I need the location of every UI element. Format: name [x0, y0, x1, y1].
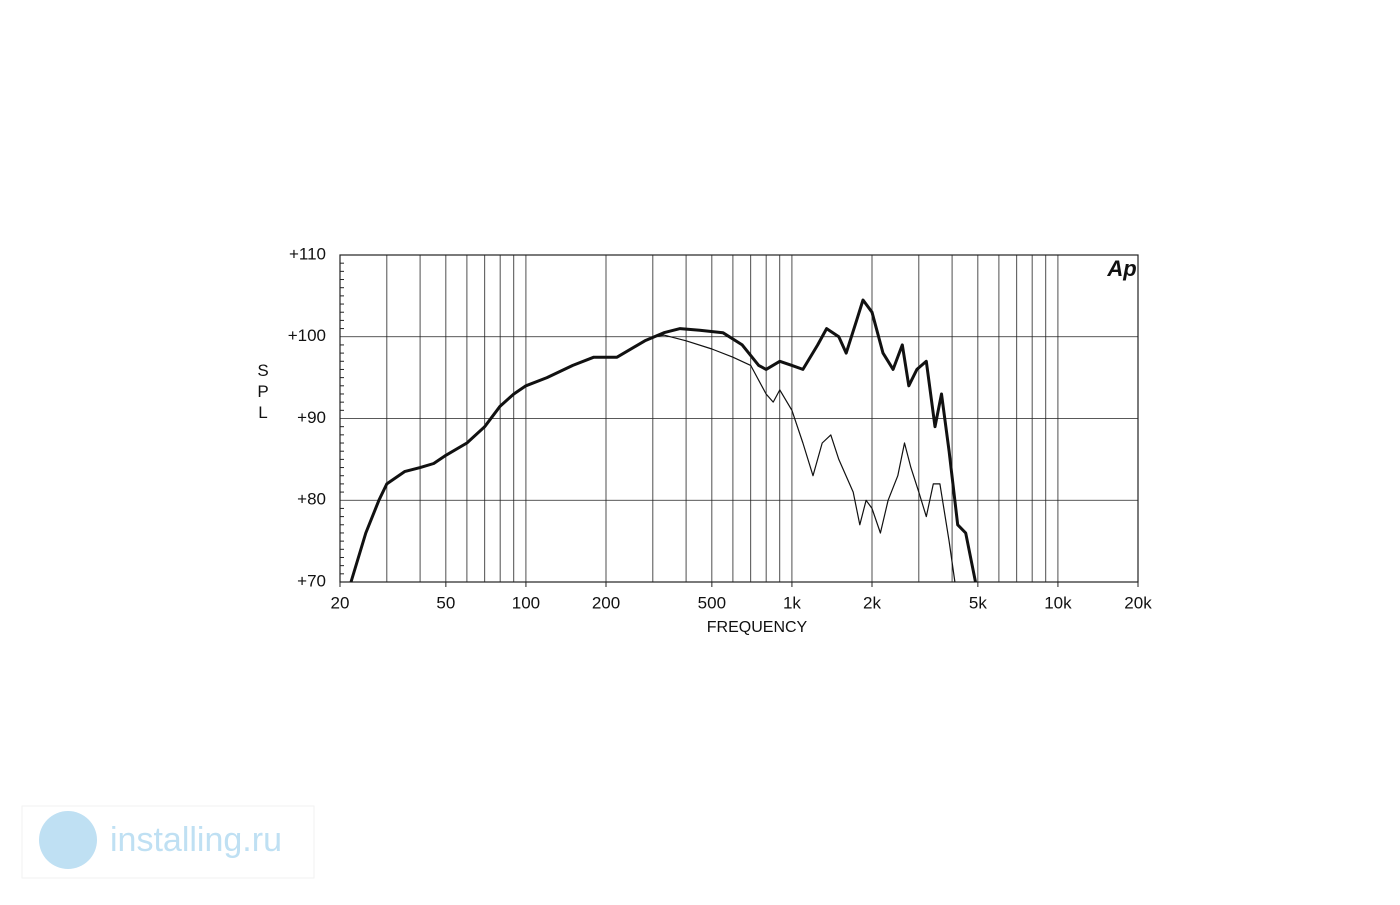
x-tick-label: 20: [331, 593, 350, 612]
watermark-text: installing.ru: [110, 821, 282, 859]
x-tick-label: 5k: [969, 593, 987, 612]
plot-frame: [339, 254, 1139, 583]
y-tick-label: +110: [289, 244, 326, 263]
x-tick-label: 50: [436, 593, 455, 612]
x-tick-label: 1k: [783, 593, 801, 612]
x-tick-label: 2k: [863, 593, 881, 612]
y-tick-label: +90: [297, 408, 326, 427]
y-tick-label: +80: [297, 490, 326, 509]
series-line: [349, 298, 977, 583]
y-tick-label: +100: [288, 326, 326, 345]
x-tick-label: 100: [512, 593, 540, 612]
y-tick-label: +70: [297, 571, 326, 590]
x-tick-label: 10k: [1044, 593, 1072, 612]
x-tick-label: 20k: [1124, 593, 1152, 612]
watermark: installing.ru: [21, 805, 315, 879]
x-tick-label: 200: [592, 593, 620, 612]
x-axis-label: FREQUENCY: [707, 619, 808, 636]
series-line: [652, 334, 956, 583]
x-tick-label: 500: [698, 593, 726, 612]
watermark-box: [21, 805, 315, 879]
watermark-icon: [39, 811, 97, 869]
logo: Ap: [1106, 256, 1136, 281]
